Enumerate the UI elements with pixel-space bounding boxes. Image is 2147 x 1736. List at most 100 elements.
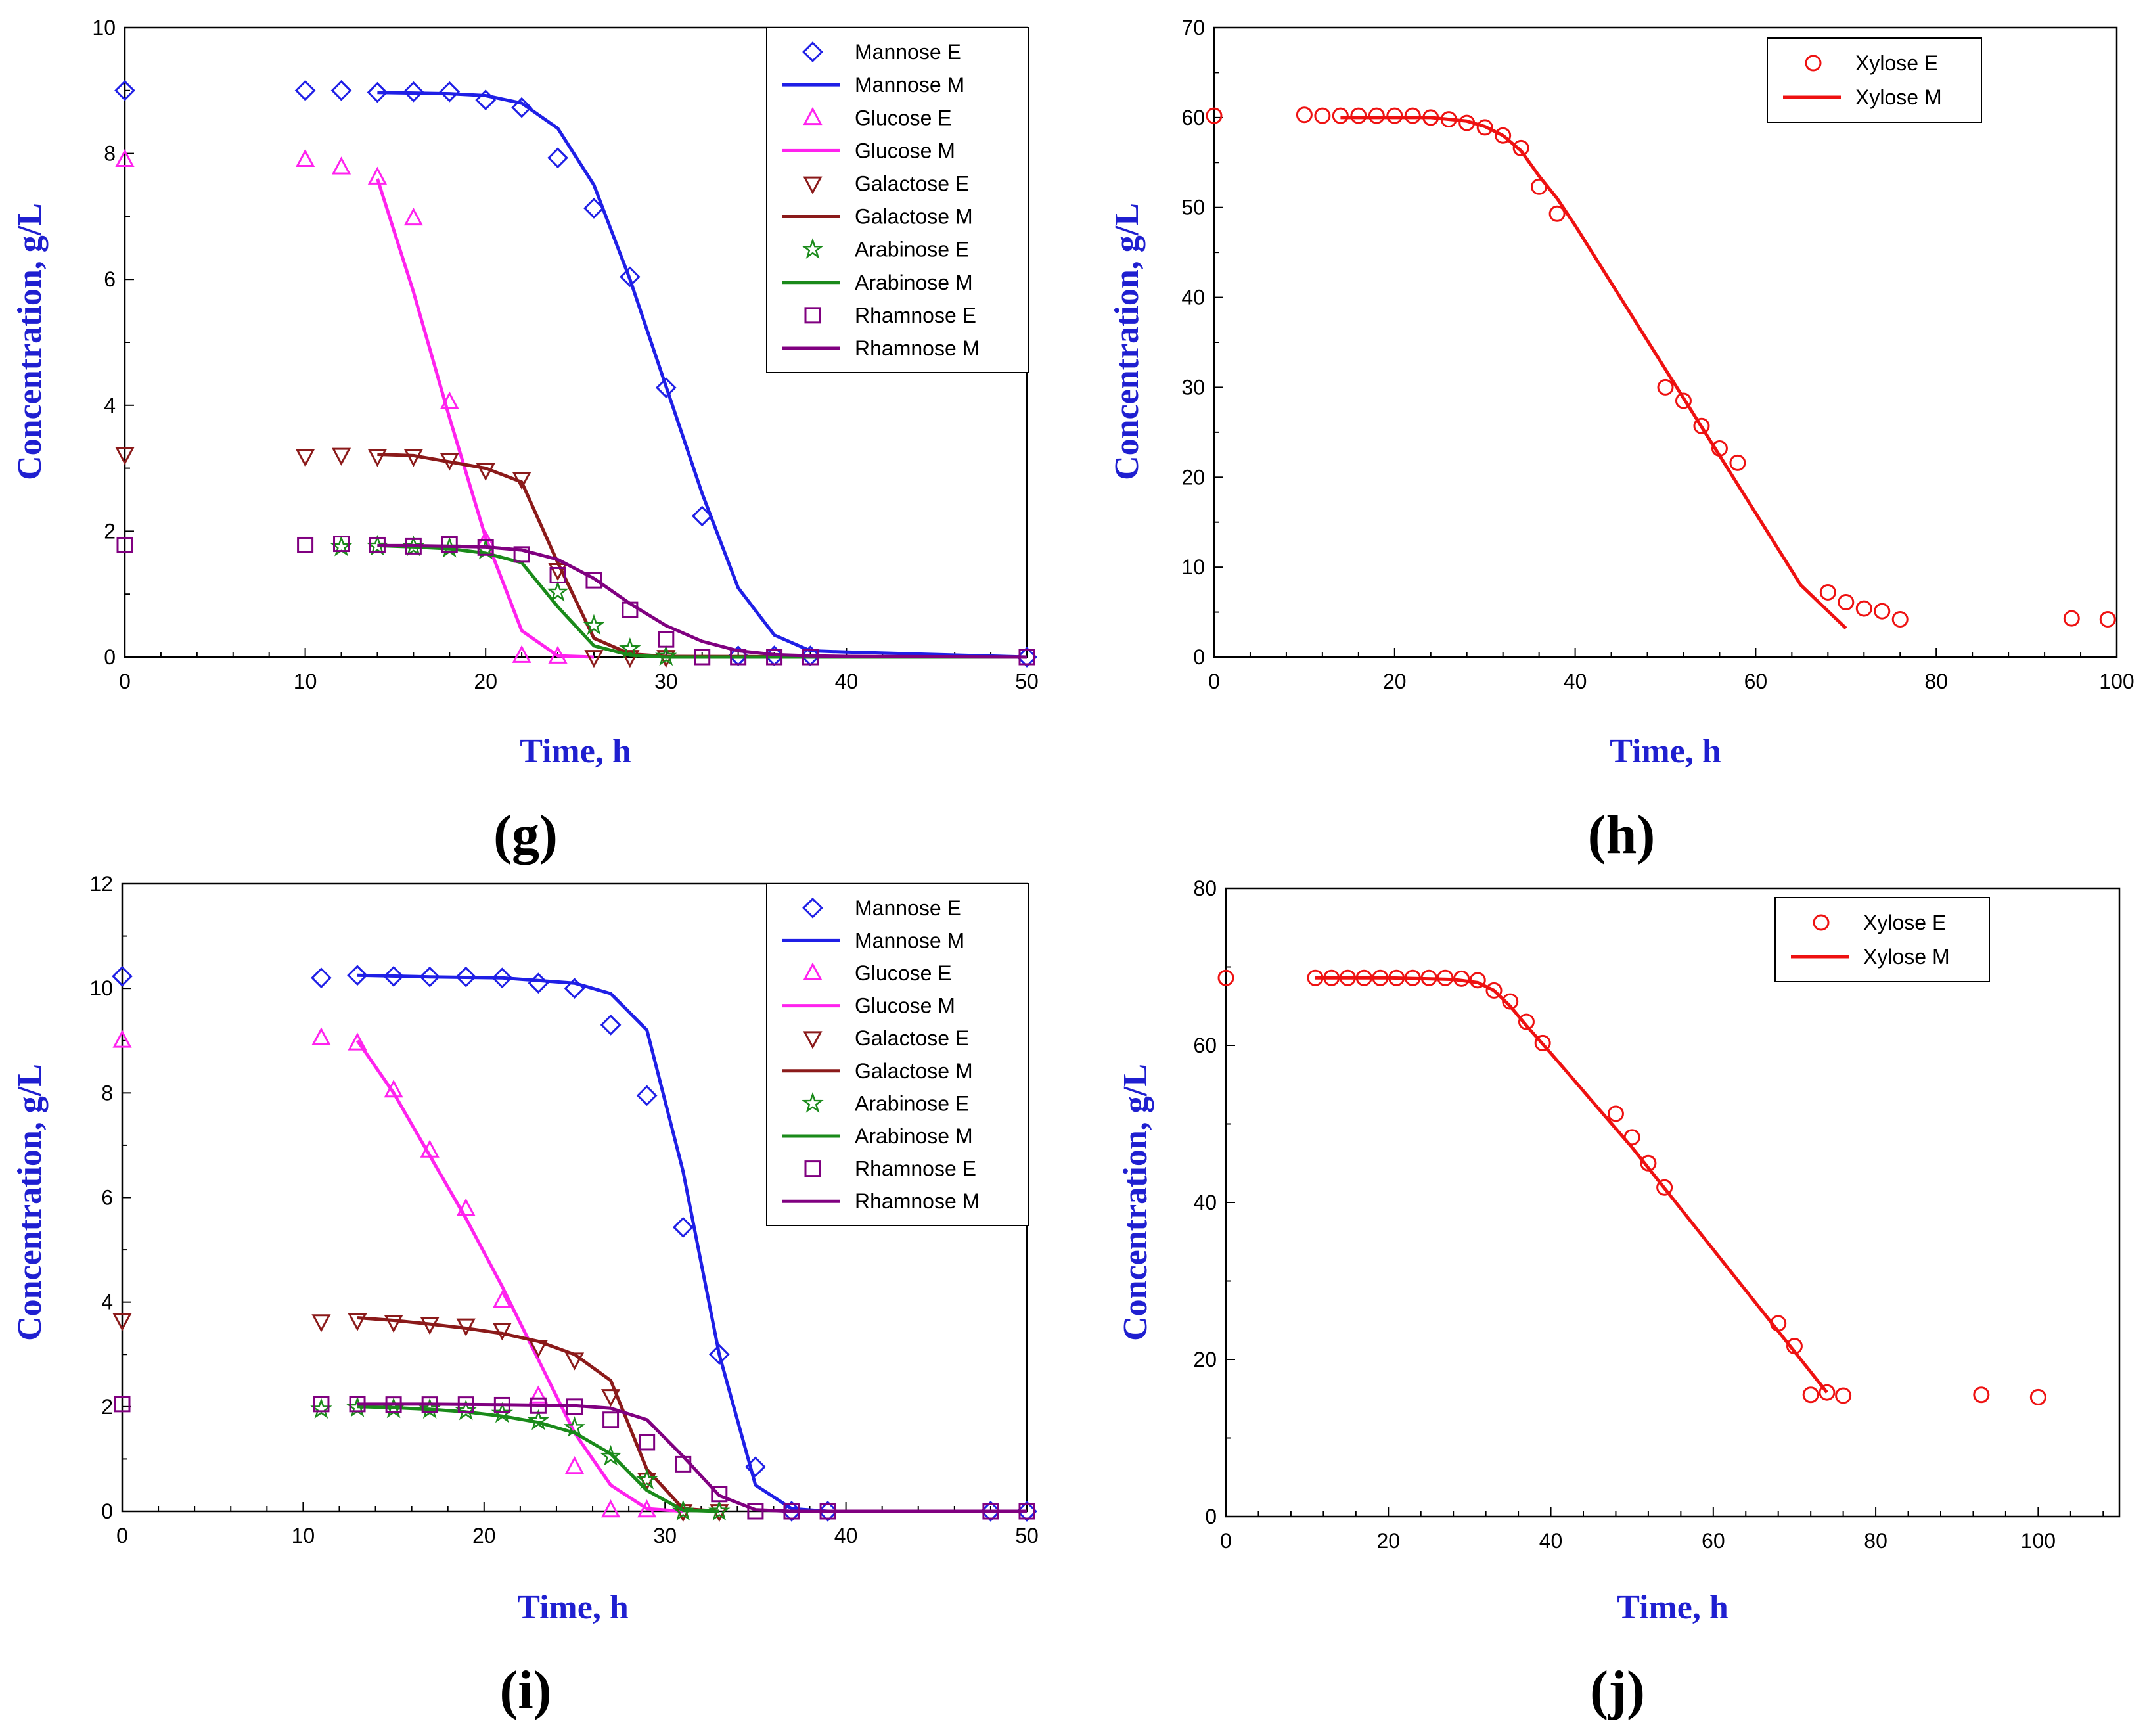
- y-tick-label: 0: [1193, 645, 1205, 669]
- legend-swatch-rhamnose-e: [804, 1160, 821, 1177]
- data-point-rhamnose-e: [694, 649, 711, 666]
- x-tick-label: 100: [2099, 670, 2134, 693]
- data-point-mannose-e: [1016, 647, 1037, 668]
- legend-label-glucose-e: Glucose E: [855, 961, 952, 985]
- legend-swatch-arabinose-e: [802, 1091, 824, 1113]
- data-point-xylose-e: [1512, 139, 1529, 156]
- x-tick-label: 20: [474, 670, 497, 693]
- data-point-galactose-e: [600, 1389, 621, 1407]
- y-tick-label: 8: [104, 142, 116, 166]
- data-point-arabinose-e: [527, 1409, 550, 1430]
- x-tick-label: 80: [1864, 1529, 1887, 1553]
- x-tick-label: 40: [1539, 1529, 1563, 1553]
- data-point-rhamnose-e: [658, 631, 675, 648]
- data-point-glucose-e: [403, 207, 423, 226]
- data-point-xylose-e: [1838, 594, 1855, 611]
- legend-swatch-galactose-e: [803, 176, 823, 194]
- y-tick-label: 10: [1181, 555, 1205, 579]
- series-line-rhamnose-m: [377, 543, 1028, 659]
- x-axis-title-g: Time, h: [520, 733, 631, 770]
- data-point-glucose-e: [528, 1385, 549, 1404]
- data-point-mannose-e: [636, 1085, 658, 1107]
- legend-label-mannose-e: Mannose E: [855, 40, 961, 64]
- data-point-xylose-e: [1368, 107, 1385, 124]
- x-tick-label: 30: [653, 1524, 677, 1547]
- chart-panel-j: 0 20 40 60 80 100 0 20 40 60 80 Xylose E Xylose M Ti…: [1117, 877, 2121, 1721]
- legend-swatch-xylose-e: [1813, 914, 1830, 931]
- x-tick-label: 10: [294, 670, 317, 693]
- legend-label-galactose-m: Galactose M: [855, 1059, 973, 1083]
- y-tick-label: 10: [92, 16, 116, 39]
- chart-panel-i: 0 10 20 30 40 50 0 2 4 6 8 10 12 Mannose E Mannose M Gl…: [11, 872, 1039, 1721]
- legend-label-arabinose-e: Arabinose E: [855, 238, 969, 262]
- data-point-xylose-e: [1534, 1034, 1551, 1051]
- data-point-xylose-e: [1675, 392, 1692, 409]
- legend-label-mannose-m: Mannose M: [855, 73, 964, 97]
- data-point-xylose-e: [1332, 107, 1349, 124]
- legend-label-glucose-m: Glucose M: [855, 994, 955, 1018]
- y-tick-label: 6: [101, 1186, 113, 1210]
- data-point-mannose-e: [455, 966, 477, 988]
- legend-swatch-mannose-e: [802, 897, 823, 919]
- y-tick-label: 60: [1193, 1034, 1217, 1057]
- legend-swatch-galactose-e: [803, 1031, 823, 1049]
- data-point-galactose-e: [311, 1314, 331, 1333]
- data-point-mannose-e: [383, 965, 404, 987]
- y-axis-title-g: Concentration, g/L: [11, 203, 49, 480]
- x-tick-label: 0: [1220, 1529, 1232, 1553]
- data-point-mannose-e: [1016, 1501, 1037, 1522]
- legend-label-xylose-m: Xylose M: [1863, 945, 1950, 969]
- y-tick-label: 10: [89, 976, 113, 1000]
- data-point-mannose-e: [980, 1501, 1001, 1522]
- data-point-glucose-e: [512, 645, 531, 663]
- x-tick-label: 20: [1383, 670, 1407, 693]
- data-point-mannose-e: [672, 1216, 694, 1238]
- data-point-glucose-e: [348, 1032, 367, 1051]
- data-point-xylose-e: [1206, 107, 1223, 124]
- y-axis-title-h: Concentration, g/L: [1108, 203, 1146, 480]
- panel-label-h: (h): [1588, 804, 1656, 865]
- data-point-galactose-e: [295, 449, 315, 467]
- data-point-mannose-e: [114, 80, 135, 101]
- y-tick-label: 50: [1181, 196, 1205, 219]
- legend-label-glucose-e: Glucose E: [855, 106, 952, 129]
- legend-label-rhamnose-m: Rhamnose M: [855, 1189, 980, 1213]
- data-point-rhamnose-e: [441, 536, 458, 553]
- legend-swatch-mannose-e: [802, 41, 823, 62]
- y-tick-label: 60: [1181, 106, 1205, 129]
- y-tick-label: 8: [101, 1081, 113, 1105]
- legend-swatch-xylose-e: [1805, 55, 1822, 72]
- data-point-mannose-e: [600, 1015, 622, 1036]
- data-point-xylose-e: [1657, 378, 1674, 396]
- data-point-galactose-e: [112, 1313, 132, 1331]
- data-point-galactose-e: [584, 650, 604, 668]
- data-point-mannose-e: [491, 967, 513, 989]
- data-point-glucose-e: [112, 1030, 132, 1048]
- legend-label-rhamnose-e: Rhamnose E: [855, 304, 976, 327]
- data-point-xylose-e: [1296, 106, 1313, 124]
- data-point-rhamnose-e: [766, 649, 783, 666]
- data-point-mannose-e: [511, 97, 532, 118]
- data-point-mannose-e: [419, 966, 441, 988]
- data-point-xylose-e: [1693, 417, 1710, 434]
- data-point-mannose-e: [347, 965, 368, 986]
- data-point-arabinose-e: [599, 1444, 622, 1466]
- data-point-mannose-e: [655, 377, 677, 398]
- data-point-galactose-e: [492, 1322, 512, 1341]
- data-point-mannose-e: [294, 80, 316, 101]
- data-point-glucose-e: [331, 156, 351, 175]
- plot-area-g: 0 10 20 30 40 50 0 2 4 6 8 10 Mannose E Mannose M Gluc…: [92, 16, 1038, 693]
- data-point-xylose-e: [1819, 1384, 1836, 1401]
- data-point-rhamnose-e: [639, 1434, 656, 1451]
- legend-swatch-arabinose-e: [802, 238, 824, 259]
- data-point-xylose-e: [1802, 1386, 1819, 1404]
- data-point-mannose-e: [311, 967, 332, 989]
- data-point-xylose-e: [1518, 1013, 1535, 1030]
- y-tick-label: 6: [104, 267, 116, 291]
- x-tick-label: 40: [1564, 670, 1587, 693]
- legend-label-glucose-m: Glucose M: [855, 139, 955, 162]
- data-point-xylose-e: [1548, 205, 1566, 222]
- data-point-galactose-e: [348, 1313, 367, 1331]
- legend-label-galactose-e: Galactose E: [855, 1026, 969, 1050]
